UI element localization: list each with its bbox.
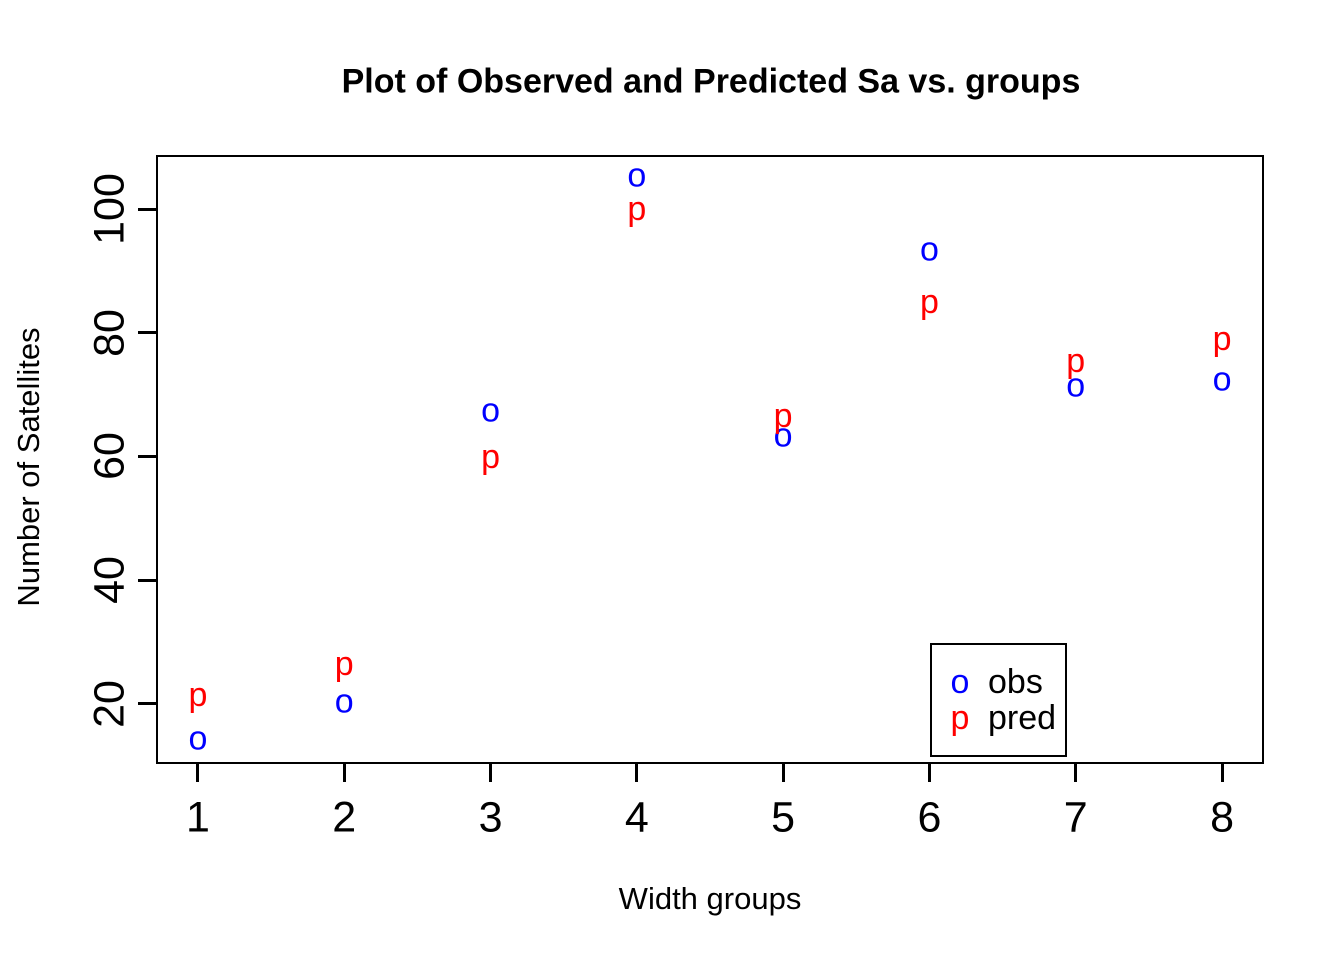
y-tick-mark bbox=[138, 702, 156, 706]
x-tick-mark bbox=[635, 764, 639, 782]
legend-row-pred: p pred bbox=[944, 700, 1065, 736]
data-point-pred: p bbox=[481, 437, 501, 476]
x-tick-label: 1 bbox=[185, 793, 210, 842]
legend-box: o obs p pred bbox=[930, 643, 1067, 757]
data-point-obs: o bbox=[481, 391, 501, 430]
chart-title: Plot of Observed and Predicted Sa vs. gr… bbox=[341, 62, 1081, 101]
x-axis-title: Width groups bbox=[618, 881, 802, 916]
x-tick-label: 7 bbox=[1063, 793, 1088, 842]
legend-obs-label: obs bbox=[988, 663, 1043, 701]
data-point-obs: o bbox=[1212, 360, 1232, 399]
data-point-obs: o bbox=[334, 681, 354, 720]
x-tick-label: 3 bbox=[478, 793, 503, 842]
x-tick-mark bbox=[781, 764, 785, 782]
y-tick-mark bbox=[138, 331, 156, 335]
data-point-pred: p bbox=[188, 675, 208, 714]
y-tick-mark bbox=[138, 207, 156, 211]
data-point-obs: o bbox=[188, 719, 208, 758]
data-point-pred: p bbox=[1066, 341, 1086, 380]
data-point-pred: p bbox=[334, 644, 354, 683]
legend-pred-label: pred bbox=[988, 699, 1057, 737]
legend-row-obs: o obs bbox=[944, 664, 1065, 700]
x-tick-label: 8 bbox=[1210, 793, 1234, 842]
y-tick-mark bbox=[138, 578, 156, 582]
x-tick-label: 2 bbox=[332, 793, 357, 842]
x-tick-mark bbox=[196, 764, 200, 782]
y-tick-label: 40 bbox=[85, 556, 134, 604]
data-point-obs: o bbox=[1066, 366, 1086, 405]
x-tick-mark bbox=[489, 764, 493, 782]
y-tick-label: 80 bbox=[85, 308, 134, 357]
y-tick-label: 100 bbox=[85, 173, 134, 246]
x-tick-mark bbox=[1074, 764, 1078, 782]
x-tick-label: 6 bbox=[917, 793, 942, 842]
x-tick-label: 4 bbox=[624, 793, 649, 842]
legend-pred-marker-icon: p bbox=[950, 699, 970, 737]
y-axis-title: Number of Satellites bbox=[11, 327, 46, 607]
x-tick-mark bbox=[342, 764, 346, 782]
y-tick-label: 20 bbox=[85, 679, 134, 728]
data-point-obs: o bbox=[627, 156, 647, 195]
x-tick-mark bbox=[1220, 764, 1224, 782]
legend-obs-marker-icon: o bbox=[950, 663, 970, 701]
x-tick-label: 5 bbox=[771, 793, 796, 842]
y-tick-mark bbox=[138, 454, 156, 458]
data-point-pred: p bbox=[773, 397, 793, 436]
x-tick-mark bbox=[927, 764, 931, 782]
y-tick-label: 60 bbox=[85, 432, 134, 481]
data-point-pred: p bbox=[919, 282, 939, 321]
data-point-obs: o bbox=[773, 416, 793, 455]
data-point-obs: o bbox=[919, 230, 939, 269]
data-point-pred: p bbox=[627, 190, 647, 229]
data-point-pred: p bbox=[1212, 320, 1232, 359]
plot-area bbox=[156, 155, 1264, 764]
